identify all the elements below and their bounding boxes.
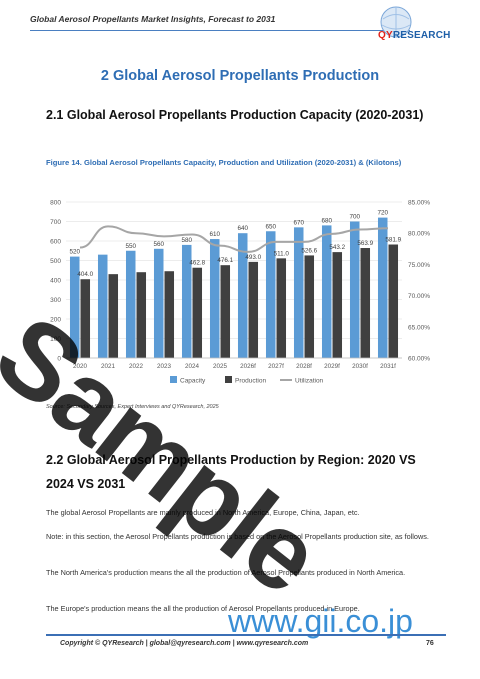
capacity-bar	[321, 225, 332, 358]
capacity-bar	[293, 227, 304, 358]
production-bar	[360, 248, 371, 358]
production-bar	[108, 274, 119, 358]
capacity-data-label: 580	[181, 237, 192, 244]
y-left-tick-label: 700	[50, 219, 61, 226]
y-right-tick-label: 85.00%	[408, 200, 430, 207]
x-tick-label: 2029f	[324, 363, 340, 370]
qyresearch-logo	[380, 6, 412, 38]
capacity-bar	[181, 244, 192, 358]
y-left-tick-label: 300	[50, 297, 61, 304]
capacity-data-label: 520	[69, 249, 80, 256]
capacity-production-chart: 0 100 200 300 400 500 600 700 800 60.00% 65.00% 70.…	[50, 200, 430, 385]
x-tick-label: 2024	[185, 363, 200, 370]
header-title: Global Aerosol Propellants Market Insigh…	[30, 14, 276, 24]
legend-swatch-capacity	[170, 376, 177, 383]
gii-watermark: www.gii.co.jp	[228, 603, 413, 639]
footer-rule	[46, 634, 446, 636]
legend-label: Capacity	[180, 378, 206, 385]
x-tick-label: 2030f	[352, 363, 368, 370]
production-bar	[276, 258, 287, 358]
y-right-tick-label: 80.00%	[408, 231, 430, 238]
legend-swatch-production	[225, 376, 232, 383]
production-data-label: 462.8	[189, 260, 205, 267]
production-data-label: 563.9	[357, 240, 373, 247]
capacity-bar	[377, 217, 388, 358]
legend-label: Utilization	[295, 378, 324, 385]
x-tick-label: 2031f	[380, 363, 396, 370]
x-tick-label: 2022	[129, 363, 144, 370]
production-data-label: 493.0	[245, 254, 261, 261]
logo-brand-text: QYRESEARCH	[378, 30, 451, 41]
production-data-label: 543.2	[329, 244, 345, 251]
x-tick-label: 2027f	[268, 363, 284, 370]
capacity-bar	[153, 248, 164, 358]
capacity-data-label: 680	[321, 217, 332, 224]
x-tick-label: 2021	[101, 363, 116, 370]
capacity-bar	[97, 254, 108, 358]
capacity-bar	[237, 233, 248, 358]
y-left-tick-label: 200	[50, 317, 61, 324]
production-bar	[136, 272, 147, 358]
y-right-tick-label: 65.00%	[408, 324, 430, 331]
production-bar	[192, 267, 203, 358]
production-bar	[164, 271, 175, 358]
y-left-tick-label: 0	[57, 356, 61, 363]
section-title: 2 Global Aerosol Propellants Production	[100, 68, 380, 84]
x-tick-label: 2026f	[240, 363, 256, 370]
production-bar	[388, 244, 399, 358]
x-tick-label: 2025	[213, 363, 228, 370]
y-right-tick-label: 70.00%	[408, 293, 430, 300]
header-rule	[30, 30, 410, 31]
paragraph-2: Note: in this section, the Aerosol Prope…	[46, 532, 429, 541]
paragraph-4: The Europe's production means the all th…	[46, 604, 360, 613]
production-data-label: 526.6	[301, 247, 317, 254]
subsection-title-capacity: 2.1 Global Aerosol Propellants Productio…	[46, 108, 424, 122]
capacity-data-label: 720	[377, 210, 388, 217]
production-bar	[248, 261, 259, 358]
y-left-tick-label: 500	[50, 258, 61, 265]
capacity-bar	[125, 250, 136, 358]
production-bar	[220, 265, 231, 358]
capacity-data-label: 700	[349, 214, 360, 221]
footer-copyright: Copyright © QYResearch | global@qyresear…	[60, 640, 309, 647]
figure-caption: Figure 14. Global Aerosol Propellants Ca…	[46, 158, 402, 167]
chart-source: Source: Secondary Sources, Expert Interv…	[46, 404, 219, 410]
production-bar	[80, 279, 91, 358]
x-tick-label: 2020	[73, 363, 88, 370]
y-left-tick-label: 800	[50, 200, 61, 207]
production-data-label: 404.0	[77, 271, 93, 278]
production-data-label: 511.0	[274, 250, 290, 257]
capacity-data-label: 670	[293, 219, 304, 226]
capacity-bar	[265, 231, 276, 358]
capacity-bar	[349, 221, 360, 358]
capacity-data-label: 640	[237, 225, 248, 232]
page-number: 76	[426, 640, 434, 647]
production-data-label: 581.9	[385, 237, 401, 244]
y-left-tick-label: 400	[50, 278, 61, 285]
capacity-bar	[69, 256, 80, 358]
x-tick-label: 2028f	[296, 363, 312, 370]
capacity-data-label: 550	[125, 243, 136, 250]
y-right-tick-label: 60.00%	[408, 356, 430, 363]
production-bar	[332, 252, 343, 358]
utilization-line	[79, 225, 389, 253]
y-left-tick-label: 100	[50, 336, 61, 343]
capacity-data-label: 610	[209, 231, 220, 238]
capacity-data-label: 650	[265, 223, 276, 230]
y-right-tick-label: 75.00%	[408, 262, 430, 269]
y-left-tick-label: 600	[50, 239, 61, 246]
subsection-title-region: 2.2 Global Aerosol Propellants Productio…	[46, 453, 416, 491]
production-bar	[304, 255, 315, 358]
paragraph-1: The global Aerosol Propellants are mainl…	[46, 508, 360, 517]
capacity-bar	[209, 239, 220, 358]
x-tick-label: 2023	[157, 363, 172, 370]
paragraph-3: The North America's production means the…	[46, 568, 406, 577]
legend-label: Production	[235, 378, 266, 385]
capacity-data-label: 560	[153, 241, 164, 248]
production-data-label: 476.1	[217, 257, 233, 264]
